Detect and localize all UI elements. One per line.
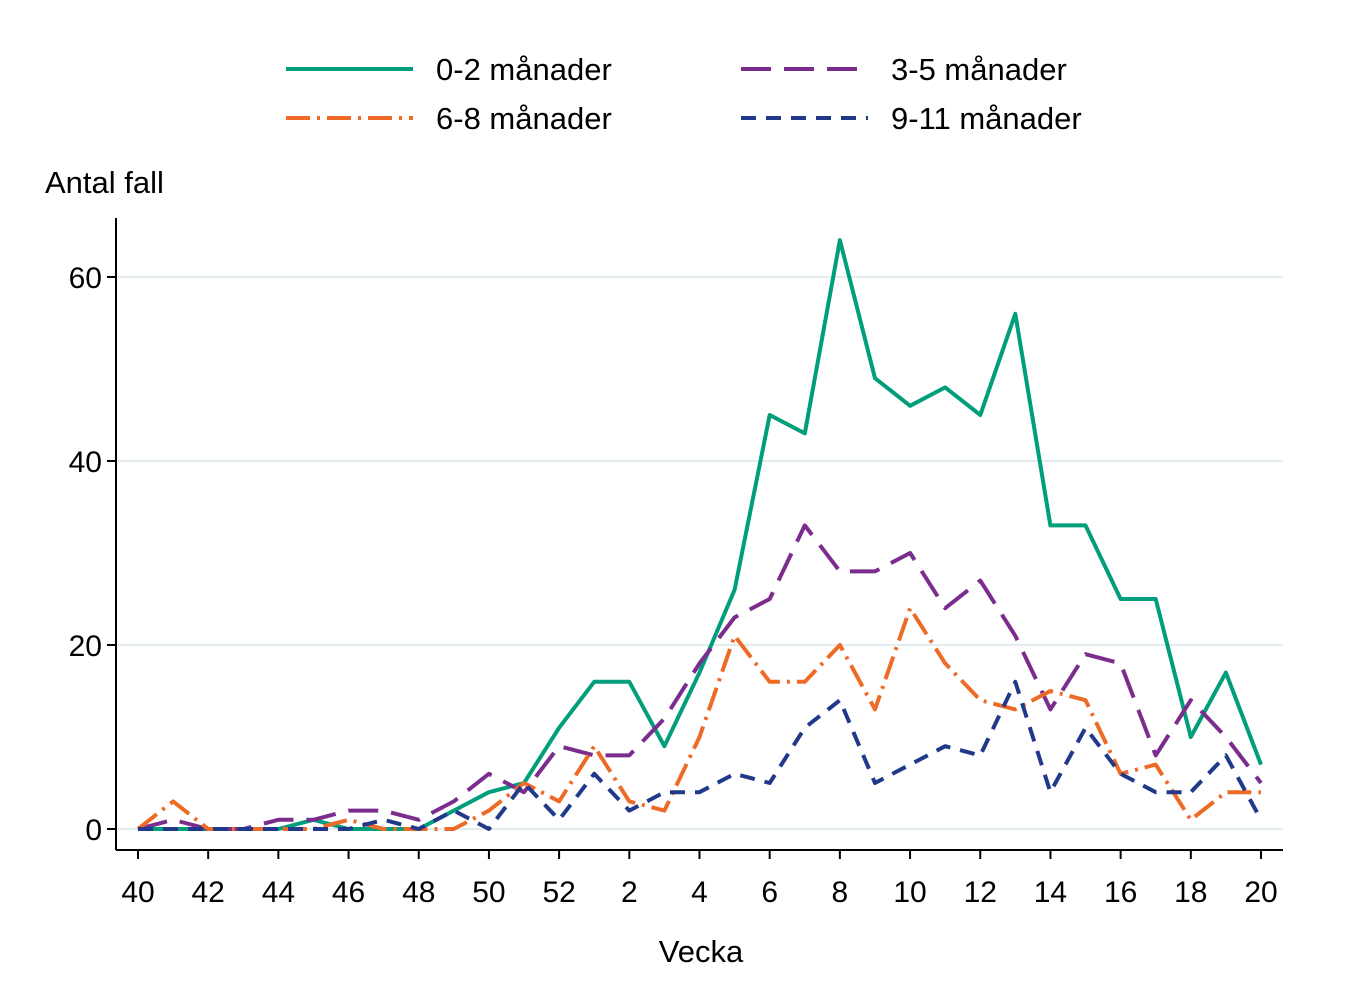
series-lines — [136, 238, 1263, 831]
x-tick-label: 6 — [761, 876, 778, 909]
x-axis-title: Vecka — [659, 934, 744, 969]
x-tick-label: 44 — [262, 876, 295, 909]
legend: 0-2 månader 3-5 månader 6-8 månader 9-11 må… — [286, 52, 1082, 136]
series-line-4 — [138, 679, 1263, 831]
x-tick-label: 2 — [621, 876, 638, 909]
x-tick-label: 42 — [192, 876, 225, 909]
x-tick-label: 12 — [964, 876, 997, 909]
y-tick-label: 20 — [69, 630, 102, 663]
legend-label: 9-11 månader — [891, 101, 1082, 136]
x-tick-label: 52 — [542, 876, 575, 909]
legend-item: 0-2 månader — [286, 52, 612, 87]
legend-label: 0-2 månader — [436, 52, 612, 87]
series-line-2 — [137, 523, 1263, 831]
x-tick-label: 14 — [1034, 876, 1067, 909]
legend-item: 3-5 månader — [741, 52, 1067, 87]
x-tick-label: 8 — [832, 876, 849, 909]
x-tick-label: 18 — [1174, 876, 1207, 909]
x-tick-label: 16 — [1104, 876, 1137, 909]
series-line-3 — [136, 606, 1261, 831]
legend-item: 9-11 månader — [741, 101, 1082, 136]
legend-label: 6-8 månader — [436, 101, 612, 136]
x-tick-label: 48 — [402, 876, 435, 909]
legend-item: 6-8 månader — [286, 101, 612, 136]
y-tick-label: 60 — [69, 262, 102, 295]
x-tick-label: 50 — [472, 876, 505, 909]
x-tick-label: 20 — [1244, 876, 1277, 909]
x-tick-label: 40 — [121, 876, 154, 909]
y-axis-title: Antal fall — [45, 165, 164, 200]
x-tick-label: 46 — [332, 876, 365, 909]
gridlines — [117, 276, 1283, 830]
legend-label: 3-5 månader — [891, 52, 1067, 87]
x-tick-label: 4 — [691, 876, 708, 909]
y-tick-label: 40 — [69, 446, 102, 479]
x-tick-label: 10 — [893, 876, 926, 909]
y-tick-label: 0 — [85, 814, 102, 847]
series-line-1 — [138, 238, 1263, 831]
